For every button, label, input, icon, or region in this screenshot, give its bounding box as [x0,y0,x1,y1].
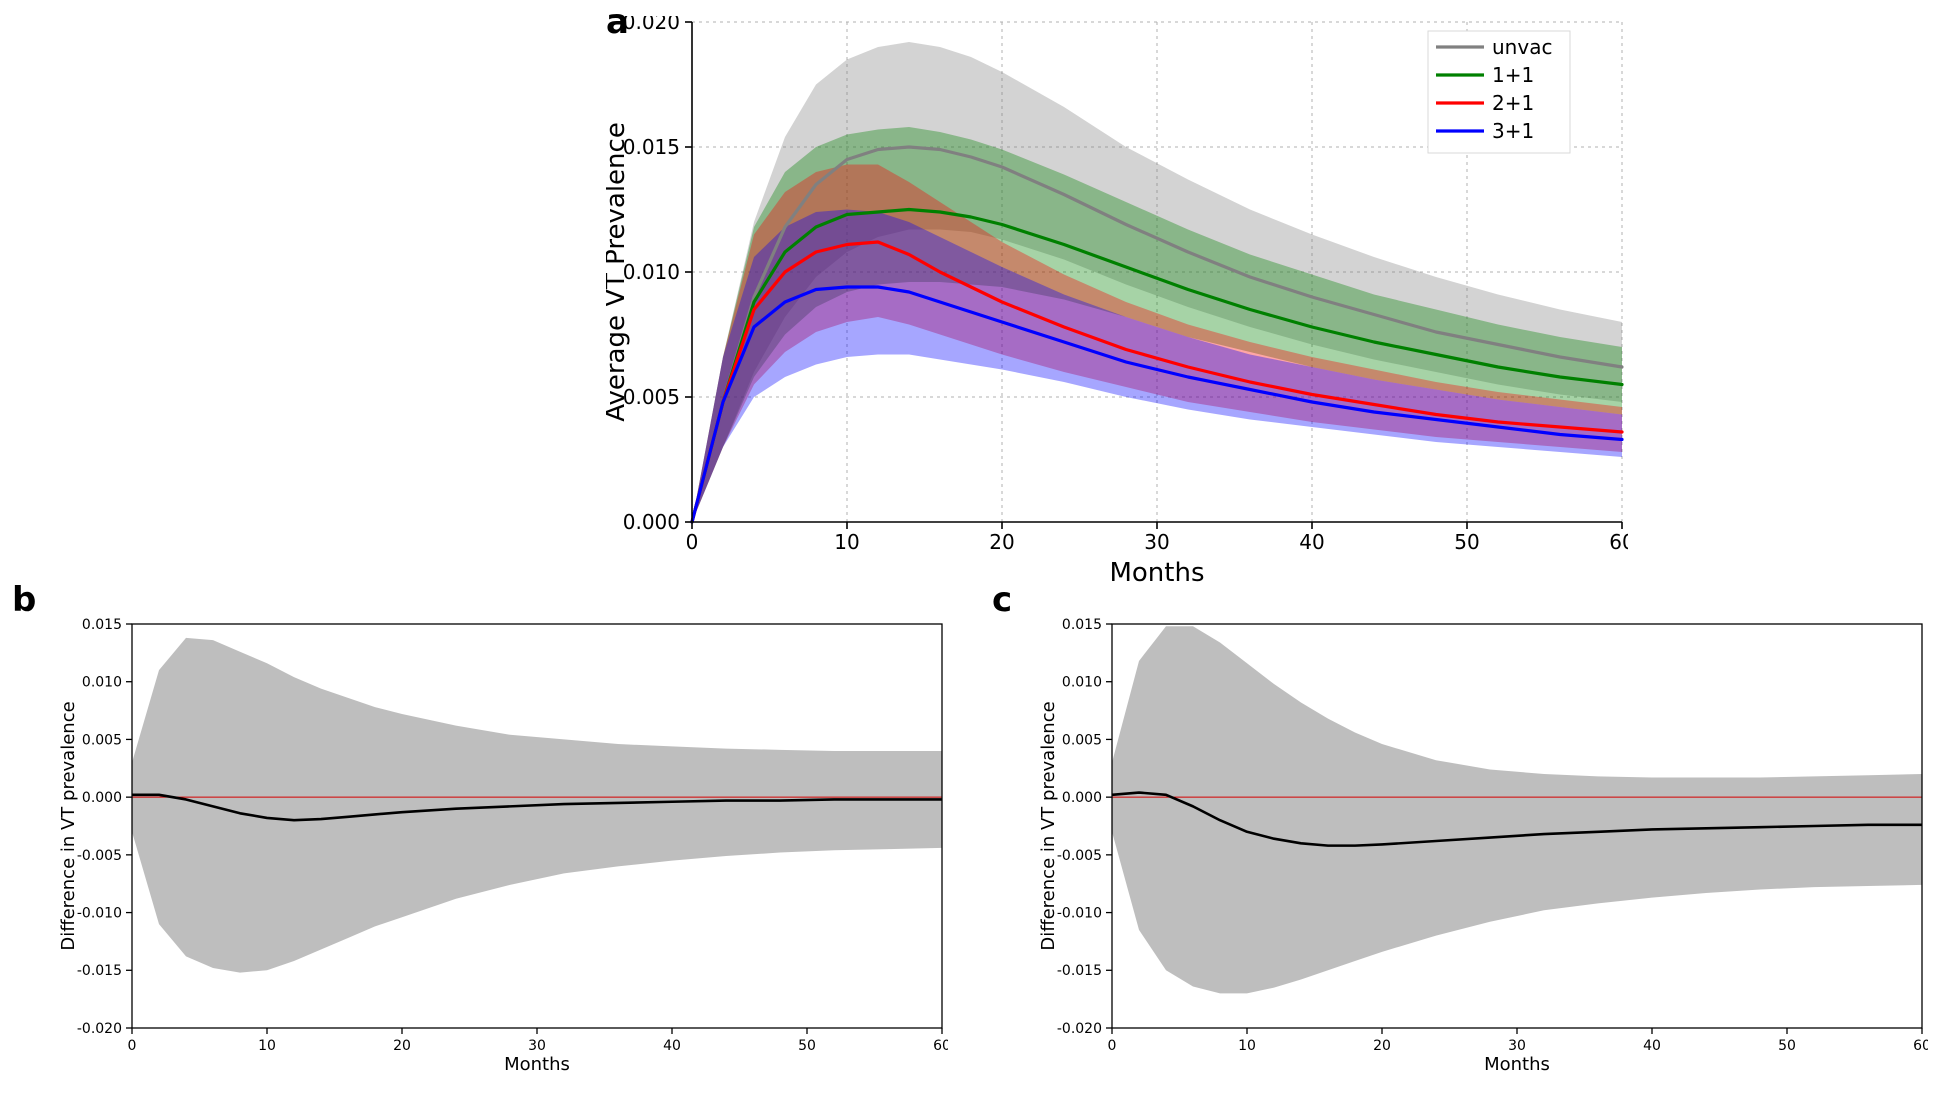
svg-text:30: 30 [1144,530,1169,554]
svg-text:0.020: 0.020 [623,16,680,34]
figure-root: a b c 01020304050600.0000.0050.0100.0150… [0,0,1946,1096]
svg-text:-0.010: -0.010 [77,905,122,921]
svg-text:0.015: 0.015 [1062,618,1102,633]
svg-text:0.000: 0.000 [82,790,122,806]
svg-text:Months: Months [504,1054,570,1075]
svg-text:0.010: 0.010 [82,675,122,691]
svg-text:1+1: 1+1 [1492,63,1534,87]
svg-text:Difference in VT prevalence: Difference in VT prevalence [1038,701,1059,950]
svg-text:-0.015: -0.015 [77,963,122,979]
svg-text:unvac: unvac [1492,35,1552,59]
svg-text:30: 30 [528,1038,546,1054]
svg-text:-0.010: -0.010 [1057,905,1102,921]
svg-text:20: 20 [989,530,1014,554]
svg-text:0.005: 0.005 [82,732,122,748]
svg-text:10: 10 [258,1038,276,1054]
svg-text:30: 30 [1508,1038,1526,1054]
svg-text:50: 50 [1454,530,1479,554]
svg-text:20: 20 [1373,1038,1391,1054]
svg-text:10: 10 [1238,1038,1256,1054]
svg-text:0: 0 [128,1038,137,1054]
svg-text:0.015: 0.015 [623,135,680,159]
svg-text:-0.015: -0.015 [1057,963,1102,979]
svg-text:0.005: 0.005 [1062,732,1102,748]
svg-text:0.010: 0.010 [1062,675,1102,691]
panel-a-chart: 0 10 20 30 40 50 60 0.000 0.005 0.010 0.015 0.020 Mo… [606,16,1628,588]
svg-text:0.015: 0.015 [82,618,122,633]
svg-text:40: 40 [1299,530,1324,554]
svg-text:-0.020: -0.020 [1057,1021,1102,1037]
panel-b-chart: 0 10 20 30 40 50 60 -0.020 -0.015 -0.010 -0.005 0.0… [56,618,948,1082]
svg-text:20: 20 [393,1038,411,1054]
svg-text:0.000: 0.000 [623,510,680,534]
svg-text:40: 40 [663,1038,681,1054]
svg-text:50: 50 [798,1038,816,1054]
svg-text:60: 60 [933,1038,948,1054]
svg-text:3+1: 3+1 [1492,119,1534,143]
panel-label-b: b [12,580,36,620]
svg-text:-0.005: -0.005 [1057,848,1102,864]
svg-text:0: 0 [686,530,699,554]
svg-text:0: 0 [1108,1038,1117,1054]
svg-text:0.000: 0.000 [1062,790,1102,806]
svg-text:0.010: 0.010 [623,260,680,284]
svg-text:40: 40 [1643,1038,1661,1054]
svg-text:-0.020: -0.020 [77,1021,122,1037]
svg-text:10: 10 [834,530,859,554]
panel-c-chart: 0 10 20 30 40 50 60 -0.020 -0.015 -0.010 -0.005 0.0… [1036,618,1928,1082]
svg-text:60: 60 [1913,1038,1928,1054]
svg-text:-0.005: -0.005 [77,848,122,864]
svg-text:Difference in VT prevalence: Difference in VT prevalence [58,701,79,950]
svg-text:2+1: 2+1 [1492,91,1534,115]
svg-text:Months: Months [1109,558,1204,588]
svg-text:Average VT Prevalence: Average VT Prevalence [606,122,631,422]
svg-text:50: 50 [1778,1038,1796,1054]
svg-text:Months: Months [1484,1054,1550,1075]
svg-text:60: 60 [1609,530,1628,554]
svg-text:0.005: 0.005 [623,385,680,409]
